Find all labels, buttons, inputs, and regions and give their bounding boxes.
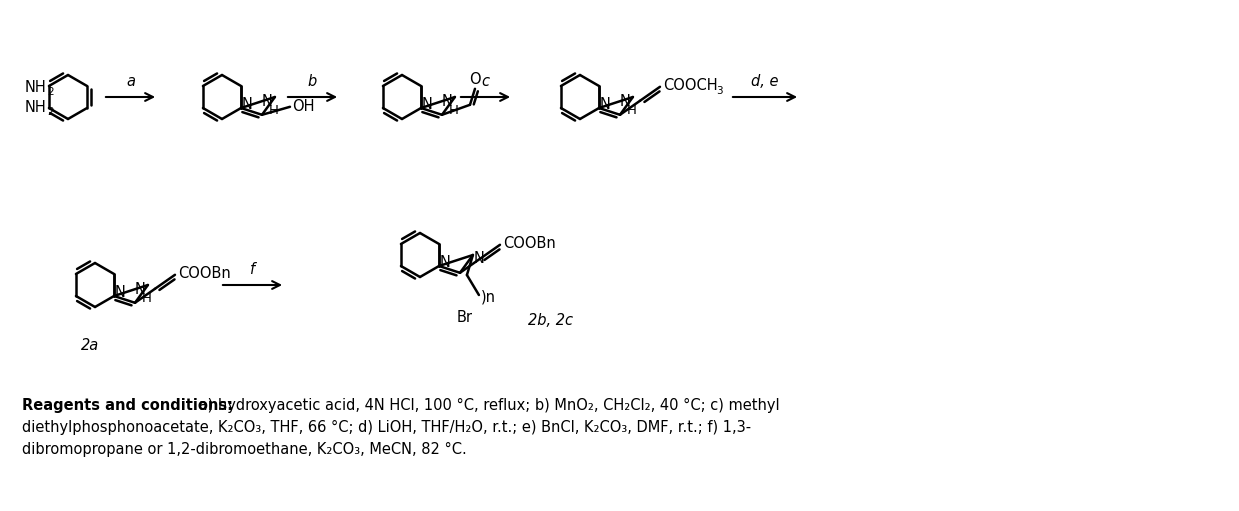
Text: Reagents and conditions:: Reagents and conditions:	[22, 398, 233, 413]
Text: OH: OH	[292, 99, 315, 114]
Text: diethylphosphonoacetate, K₂CO₃, THF, 66 °C; d) LiOH, THF/H₂O, r.t.; e) BnCl, K₂C: diethylphosphonoacetate, K₂CO₃, THF, 66 …	[22, 420, 751, 435]
Text: N: N	[261, 94, 273, 108]
Text: 2a: 2a	[81, 337, 99, 353]
Text: O: O	[470, 72, 481, 87]
Text: N: N	[442, 94, 453, 108]
Text: NH: NH	[25, 100, 46, 114]
Text: b: b	[307, 74, 317, 89]
Text: N: N	[422, 97, 432, 111]
Text: N: N	[135, 282, 146, 296]
Text: N: N	[620, 94, 631, 108]
Text: H: H	[449, 104, 458, 117]
Text: COOBn: COOBn	[503, 236, 556, 251]
Text: Br: Br	[457, 310, 473, 324]
Text: 2: 2	[47, 87, 53, 97]
Text: 3: 3	[716, 86, 722, 96]
Text: a: a	[126, 74, 135, 89]
Text: COOBn: COOBn	[178, 266, 230, 281]
Text: dibromopropane or 1,2-dibromoethane, K₂CO₃, MeCN, 82 °C.: dibromopropane or 1,2-dibromoethane, K₂C…	[22, 442, 467, 457]
Text: 2: 2	[47, 107, 53, 117]
Text: a) hydroxyacetic acid, 4N HCl, 100 °C, reflux; b) MnO₂, CH₂Cl₂, 40 °C; c) methyl: a) hydroxyacetic acid, 4N HCl, 100 °C, r…	[195, 398, 779, 413]
Text: H: H	[269, 104, 279, 117]
Text: c: c	[482, 74, 489, 89]
Text: d, e: d, e	[751, 74, 779, 89]
Text: H: H	[142, 291, 152, 305]
Text: )n: )n	[481, 290, 496, 305]
Text: 2b, 2c: 2b, 2c	[528, 313, 572, 328]
Text: N: N	[600, 97, 611, 111]
Text: f: f	[250, 262, 255, 277]
Text: NH: NH	[25, 80, 46, 95]
Text: N: N	[242, 97, 253, 111]
Text: N: N	[115, 285, 126, 299]
Text: N: N	[473, 250, 484, 266]
Text: COOCH: COOCH	[663, 78, 717, 94]
Text: N: N	[440, 254, 451, 269]
Text: H: H	[627, 104, 637, 117]
